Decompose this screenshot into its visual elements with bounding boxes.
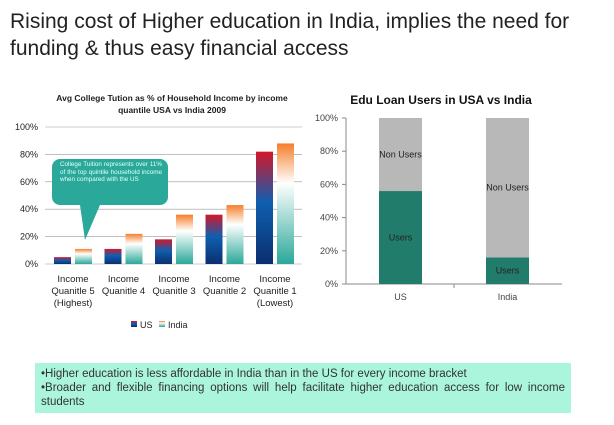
chart1-title-line2: quantile USA vs India 2009 — [118, 105, 226, 115]
x-tick-label: Quanitle 4 — [102, 286, 145, 297]
key-takeaways-box: •Higher education is less affordable in … — [35, 363, 571, 413]
legend-label-india: India — [168, 320, 188, 330]
bar-us — [54, 257, 71, 264]
bar-users — [379, 191, 422, 284]
legend-label-us: US — [140, 320, 153, 330]
x-tick-label: Quanitle 3 — [152, 286, 195, 297]
x-tick-label: (Lowest) — [257, 298, 293, 309]
y-tick-label: 20% — [20, 232, 38, 242]
x-tick-label: Quanitle 5 — [51, 286, 94, 297]
bar-india — [226, 205, 244, 264]
legend-swatch-india — [159, 321, 165, 327]
bar-us — [205, 214, 223, 264]
bar-non-users — [379, 118, 422, 192]
x-tick-label: Quanitle 1 — [253, 286, 296, 297]
x-tick-label: Income — [259, 274, 290, 285]
x-tick-label: Income — [209, 274, 240, 285]
bar-us — [155, 239, 172, 264]
y-tick-label: 60% — [320, 179, 338, 189]
bar-india — [277, 143, 294, 264]
chart1-title-line1: Avg College Tution as % of Household Inc… — [56, 93, 288, 103]
bar-users — [486, 257, 529, 284]
x-tick-label: Quanitle 2 — [203, 286, 246, 297]
y-tick-label: 100% — [315, 113, 338, 123]
callout: College Tuition represents over 11% of t… — [52, 159, 168, 240]
x-tick-label: India — [498, 292, 518, 302]
x-tick-label: Income — [108, 274, 139, 285]
bar-india — [125, 233, 143, 264]
callout-text: College Tuition represents over 11% of t… — [60, 161, 162, 184]
y-tick-label: 0% — [25, 259, 38, 269]
bar-us — [256, 151, 273, 264]
bar-india — [176, 214, 193, 264]
bar-india — [75, 248, 92, 264]
legend-swatch-us — [131, 321, 137, 327]
data-label-users: Users — [496, 266, 520, 276]
y-tick-label: 60% — [20, 177, 38, 187]
y-tick-label: 20% — [320, 246, 338, 256]
chart2-title: Edu Loan Users in USA vs India — [350, 93, 532, 107]
x-tick-label: (Highest) — [54, 298, 93, 309]
y-tick-label: 80% — [20, 149, 38, 159]
y-tick-label: 100% — [15, 122, 38, 132]
bullet-1: •Higher education is less affordable in … — [41, 368, 467, 380]
y-tick-label: 40% — [320, 213, 338, 223]
x-tick-label: US — [394, 292, 407, 302]
data-label-users: Users — [389, 233, 413, 243]
data-label-non-users: Non Users — [379, 150, 422, 160]
legend: US India — [131, 320, 188, 330]
bar-non-users — [486, 118, 529, 258]
data-label-non-users: Non Users — [486, 183, 529, 193]
x-tick-label: Income — [57, 274, 88, 285]
bar-us — [104, 248, 122, 264]
x-tick-label: Income — [158, 274, 189, 285]
bullet-2: •Broader and flexible financing options … — [41, 382, 565, 408]
y-tick-label: 80% — [320, 146, 338, 156]
y-tick-label: 40% — [20, 204, 38, 214]
y-tick-label: 0% — [325, 279, 338, 289]
slide-title: Rising cost of Higher education in India… — [10, 10, 570, 60]
